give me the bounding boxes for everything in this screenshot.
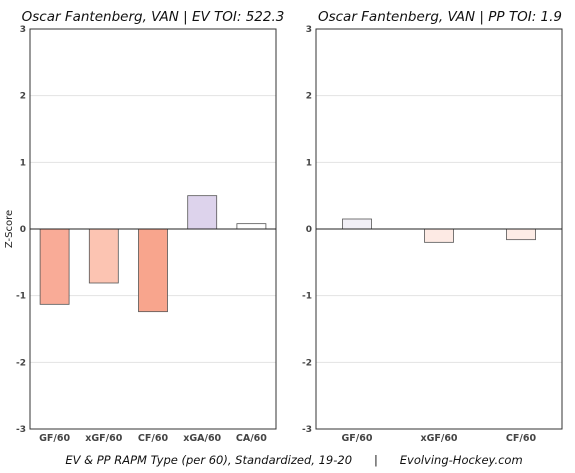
right-x-tick-label: GF/60 (342, 433, 373, 444)
right-y-tick-label: 2 (306, 92, 312, 102)
right-y-tick-label: 3 (306, 25, 312, 35)
footer-caption: EV & PP RAPM Type (per 60), Standardized… (65, 453, 522, 467)
left-bar-cf-per-60 (138, 228, 168, 313)
left-x-tick-label: xGF/60 (85, 433, 122, 444)
left-y-tick-label: -3 (16, 425, 26, 435)
left-y-tick-label: 0 (20, 225, 26, 235)
left-chart-panel: 3 2 1 0 -1 -2 -3 GF/60 xGF/60 CF/60 xGA/60 CA/60 (16, 25, 277, 444)
right-y-tick-label: 1 (306, 158, 312, 168)
right-y-tick-label: -3 (302, 425, 312, 435)
right-chart-panel: 3 2 1 0 -1 -2 -3 GF/60 xGF/60 CF/60 (302, 25, 563, 444)
left-bar-ca-per-60 (236, 223, 267, 230)
right-chart-title: Oscar Fantenberg, VAN | PP TOI: 1.9 (318, 9, 562, 25)
left-x-tick-label: CF/60 (138, 433, 169, 444)
left-x-tick-label: xGA/60 (183, 433, 221, 444)
left-chart-title: Oscar Fantenberg, VAN | EV TOI: 522.3 (22, 9, 285, 25)
left-bar-xgf-per-60 (88, 228, 119, 284)
right-bar-cf-per-60 (506, 228, 536, 241)
right-x-tick-label: CF/60 (506, 433, 537, 444)
left-y-tick-label: 1 (20, 158, 26, 168)
right-y-tick-label: -1 (302, 292, 312, 302)
right-y-tick-label: -2 (302, 358, 312, 368)
right-x-tick-label: xGF/60 (420, 433, 457, 444)
right-y-tick-label: 0 (306, 225, 312, 235)
left-y-tick-label: 3 (20, 25, 26, 35)
left-x-tick-label: GF/60 (39, 433, 70, 444)
left-y-tick-label: 2 (20, 92, 26, 102)
left-bar-gf-per-60 (39, 228, 70, 305)
right-bar-xgf-per-60 (424, 228, 454, 243)
y-axis-label: Z-Score (4, 210, 15, 248)
left-y-tick-label: -2 (16, 358, 26, 368)
left-bar-xga-per-60 (187, 195, 218, 230)
left-y-tick-label: -1 (16, 292, 26, 302)
left-x-tick-label: CA/60 (236, 433, 267, 444)
right-bar-gf-per-60 (342, 218, 372, 230)
